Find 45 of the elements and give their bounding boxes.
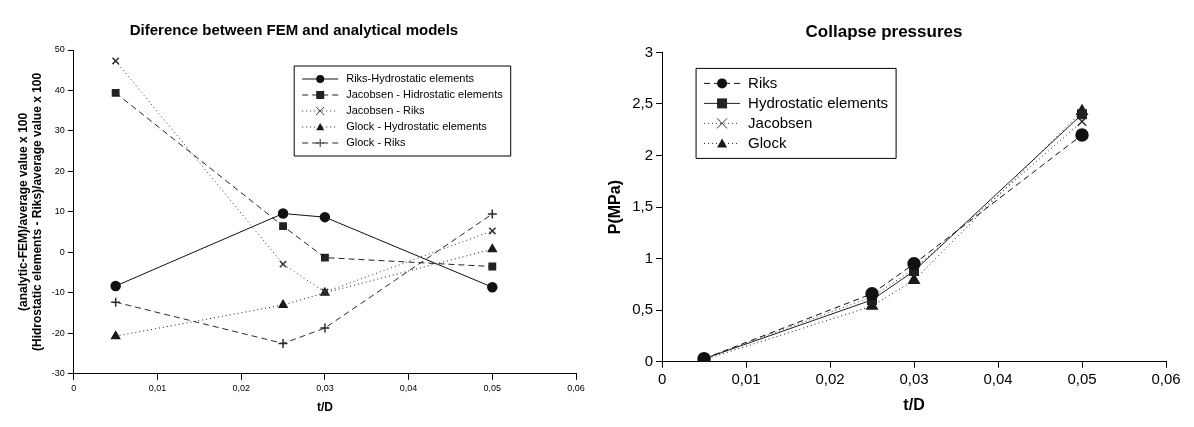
legend-label: Riks-Hydrostatic elements — [346, 72, 475, 85]
y-tick-label: 30 — [54, 125, 65, 136]
y-axis-title: (analytic-FEM)/average value x 100 (Hidrostatic elements - Riks)/average value x 100 — [15, 72, 44, 351]
x-tick-label: 0 — [657, 369, 667, 387]
y-tick-label: 0 — [59, 246, 65, 257]
x-tick-label: 0,03 — [316, 382, 334, 393]
legend-label: Glock - Riks — [346, 136, 406, 149]
y-tick-label: 0 — [644, 351, 654, 369]
legend-label: Riks — [748, 73, 778, 91]
y-tick-label: -20 — [51, 327, 65, 338]
legend-label: Glock — [748, 133, 787, 151]
y-tick-label: 1 — [644, 248, 654, 266]
legend-label: Glock - Hydrostatic elements — [346, 120, 488, 133]
x-tick-label: 0,01 — [148, 382, 167, 393]
x-tick-label: 0,05 — [483, 382, 502, 393]
x-tick-label: 0,04 — [983, 369, 1013, 387]
x-axis-title: t/D — [903, 395, 925, 413]
y-tick-label: 1,5 — [632, 197, 654, 215]
y-tick-label: 10 — [54, 206, 65, 217]
x-axis-title: t/D — [316, 400, 334, 415]
y-axis-title: P(MPa) — [606, 179, 624, 235]
x-tick-label: 0 — [71, 382, 77, 393]
x-tick-label: 0,03 — [899, 369, 929, 387]
legend-label: Jacobsen — [748, 113, 813, 131]
chart-title: Collapse pressures — [805, 21, 963, 41]
x-tick-label: 0,06 — [567, 382, 585, 393]
x-tick-label: 0,02 — [232, 382, 250, 393]
y-tick-label: 0,5 — [632, 300, 654, 318]
y-tick-label: 20 — [54, 165, 65, 176]
y-tick-label: 50 — [54, 44, 65, 55]
y-tick-label: 40 — [54, 84, 65, 95]
x-tick-label: 0,01 — [731, 369, 761, 387]
y-tick-label: 2 — [644, 145, 654, 163]
chart-title: Diference between FEM and analytical models — [129, 21, 459, 39]
legend-label: Hydrostatic elements — [748, 93, 889, 111]
legend-label: Jacobsen - Hidrostatic elements — [346, 88, 504, 101]
y-tick-label: 2,5 — [632, 94, 654, 112]
x-tick-label: 0,05 — [1067, 369, 1097, 387]
x-tick-label: 0,02 — [815, 369, 845, 387]
x-tick-label: 0,06 — [1151, 369, 1181, 387]
legend-label: Jacobsen - Riks — [346, 104, 425, 117]
y-tick-label: -10 — [51, 287, 65, 298]
y-tick-label: -30 — [51, 368, 65, 379]
y-tick-label: 3 — [644, 42, 654, 60]
x-tick-label: 0,04 — [399, 382, 418, 393]
